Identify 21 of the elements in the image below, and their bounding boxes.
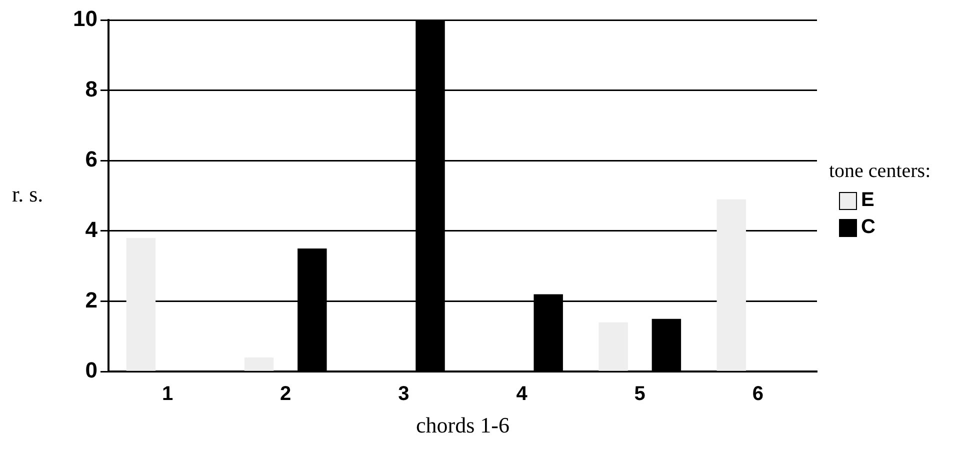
y-tick-label: 2: [85, 287, 98, 312]
x-tick-label: 2: [280, 383, 292, 406]
legend-label: C: [861, 216, 876, 239]
bar: [126, 238, 156, 371]
y-tick-label: 10: [72, 6, 98, 32]
x-tick-label: 1: [162, 383, 174, 406]
bar: [598, 322, 628, 371]
y-tick-label: 4: [85, 217, 98, 242]
x-tick-label: 3: [398, 383, 410, 406]
bar: [716, 199, 746, 371]
y-tick-label: 8: [85, 76, 98, 102]
legend-title: tone centers:: [829, 160, 932, 183]
x-tick-label: 5: [634, 383, 646, 406]
bar: [244, 358, 274, 371]
y-tick-label: 0: [85, 358, 98, 383]
x-tick-label: 4: [516, 383, 528, 406]
x-axis-title: chords 1-6: [416, 412, 510, 438]
y-axis-title: r. s.: [12, 182, 44, 207]
y-tick-label: 6: [85, 146, 98, 172]
legend-label: E: [861, 189, 874, 212]
x-tick-label: 6: [752, 383, 764, 406]
